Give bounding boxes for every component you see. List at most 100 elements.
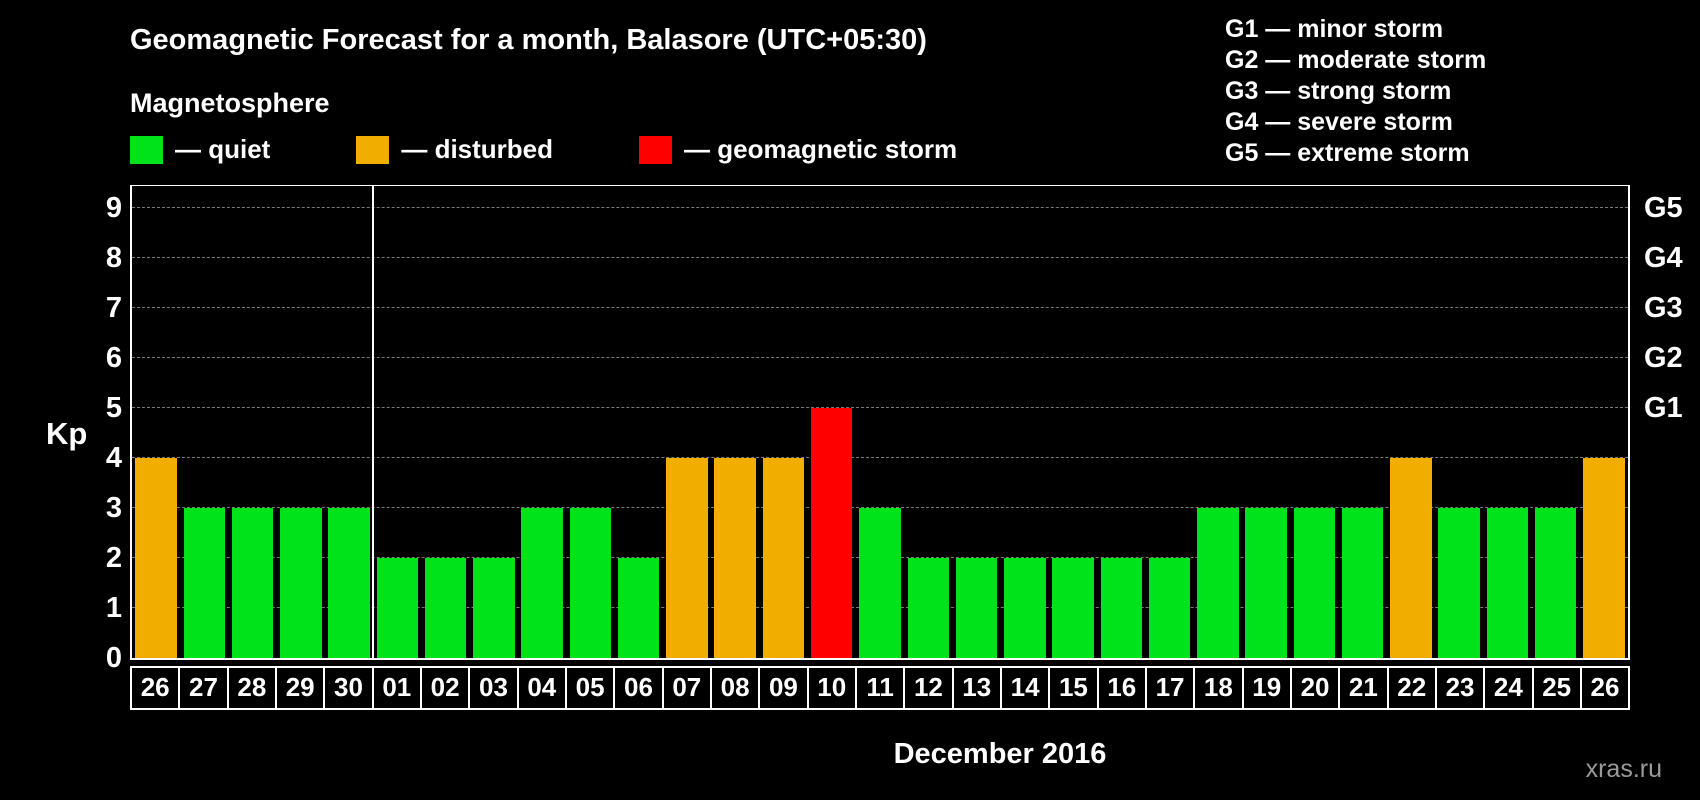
bar-day-05 [569, 508, 612, 658]
bar-day-21 [1341, 508, 1384, 658]
x-tick-day-02: 02 [419, 666, 471, 710]
bar-day-02 [424, 558, 467, 658]
y-label-2: 2 [105, 542, 122, 574]
x-tick-day-15: 15 [1048, 666, 1099, 710]
x-tick-day-06: 06 [613, 666, 664, 710]
x-tick-day-30: 30 [323, 666, 374, 710]
quiet-swatch-icon [130, 135, 163, 164]
x-tick-day-13: 13 [951, 666, 1002, 710]
bar-day-16 [1100, 558, 1143, 658]
g-scale-labels: G1 G2 G3 G4 G5 [1644, 185, 1700, 660]
x-tick-day-28: 28 [226, 666, 277, 710]
legend-item-storm: — geomagnetic storm [639, 134, 957, 165]
x-tick-day-11: 11 [854, 666, 906, 710]
x-tick-day-23: 23 [1434, 666, 1486, 710]
y-label-1: 1 [105, 592, 122, 624]
x-tick-day-21: 21 [1338, 666, 1389, 710]
y-label-8: 8 [105, 242, 122, 274]
x-tick-day-07: 07 [661, 666, 712, 710]
plot-area [130, 185, 1630, 660]
y-label-0: 0 [105, 642, 122, 674]
bar-day-26 [1583, 458, 1625, 658]
x-axis-title: December 2016 [893, 738, 1107, 770]
magnetosphere-label: Magnetosphere [130, 88, 330, 118]
g-label-G5: G5 [1644, 192, 1683, 224]
g-label-G3: G3 [1644, 292, 1683, 324]
y-label-3: 3 [105, 492, 122, 524]
x-tick-day-22: 22 [1386, 666, 1437, 710]
gridline-kp-5 [132, 407, 1628, 408]
bar-day-12 [907, 558, 949, 658]
y-label-5: 5 [105, 392, 122, 424]
x-tick-day-16: 16 [1096, 666, 1147, 710]
gridline-kp-7 [132, 307, 1628, 308]
bar-day-29 [280, 508, 322, 658]
bar-day-01 [376, 558, 419, 658]
y-label-7: 7 [105, 292, 122, 324]
bar-day-23 [1438, 508, 1480, 658]
x-tick-day-26: 26 [1579, 666, 1631, 710]
y-label-4: 4 [105, 442, 122, 474]
gridline-kp-4 [132, 457, 1628, 458]
storm-scale-g5: G5 — extreme storm [1225, 139, 1470, 167]
storm-scale-legend: G1 — minor storm G2 — moderate storm G3 … [1225, 14, 1486, 169]
legend-quiet-label: — quiet [175, 134, 271, 164]
x-tick-day-10: 10 [806, 666, 857, 710]
bar-day-26 [135, 458, 177, 658]
bar-day-27 [183, 508, 226, 658]
storm-scale-g1: G1 — minor storm [1225, 15, 1444, 43]
bar-day-14 [1004, 558, 1046, 658]
legend-item-disturbed: — disturbed [356, 134, 553, 165]
legend-storm-label: — geomagnetic storm [684, 134, 958, 164]
page-title: Geomagnetic Forecast for a month, Balaso… [130, 24, 927, 56]
month-separator-line [372, 186, 375, 658]
legend: — quiet — disturbed — geomagnetic storm [130, 134, 957, 165]
bar-day-30 [328, 508, 370, 658]
bar-day-25 [1534, 508, 1577, 658]
bar-day-18 [1197, 508, 1239, 658]
x-axis-ticks: 26 27 28 29 30 01 02 03 04 05 06 07 08 09 10 11 12 13 14 15… [130, 666, 1631, 710]
storm-scale-g2: G2 — moderate storm [1225, 46, 1487, 74]
x-tick-day-26: 26 [130, 666, 181, 710]
bar-day-28 [231, 508, 274, 658]
x-tick-day-20: 20 [1289, 666, 1341, 710]
bar-day-19 [1245, 508, 1287, 658]
x-tick-day-19: 19 [1241, 666, 1292, 710]
bar-day-03 [473, 558, 515, 658]
x-tick-day-14: 14 [999, 666, 1051, 710]
bar-day-17 [1148, 558, 1191, 658]
x-tick-day-18: 18 [1193, 666, 1244, 710]
x-tick-day-29: 29 [274, 666, 326, 710]
bar-day-10 [810, 408, 853, 658]
x-tick-day-03: 03 [468, 666, 519, 710]
bar-day-08 [714, 458, 756, 658]
x-tick-day-05: 05 [564, 666, 616, 710]
x-tick-day-09: 09 [758, 666, 809, 710]
gridline-kp-6 [132, 357, 1628, 358]
g-label-G2: G2 [1644, 342, 1683, 374]
gridline-kp-3 [132, 507, 1628, 508]
x-tick-day-17: 17 [1144, 666, 1196, 710]
bar-day-07 [666, 458, 708, 658]
bar-day-20 [1293, 508, 1336, 658]
x-tick-day-27: 27 [178, 666, 229, 710]
x-tick-day-25: 25 [1531, 666, 1582, 710]
x-tick-day-04: 04 [516, 666, 567, 710]
disturbed-swatch-icon [356, 135, 390, 164]
gridline-kp-8 [132, 257, 1628, 258]
x-tick-day-24: 24 [1483, 666, 1534, 710]
x-tick-day-12: 12 [903, 666, 954, 710]
bar-day-24 [1486, 508, 1529, 658]
y-label-9: 9 [105, 192, 122, 224]
y-label-6: 6 [105, 342, 122, 374]
gridline-kp-9 [132, 207, 1628, 208]
x-tick-day-01: 01 [371, 666, 422, 710]
y-axis-labels: 0 1 2 3 4 5 6 7 8 9 [0, 185, 122, 673]
storm-scale-g4: G4 — severe storm [1225, 108, 1453, 136]
y-axis-title: Kp [46, 416, 88, 451]
x-tick-day-08: 08 [709, 666, 761, 710]
bar-day-13 [955, 558, 998, 658]
bar-day-09 [762, 458, 805, 658]
g-label-G4: G4 [1644, 242, 1683, 274]
legend-item-quiet: — quiet [130, 134, 270, 165]
